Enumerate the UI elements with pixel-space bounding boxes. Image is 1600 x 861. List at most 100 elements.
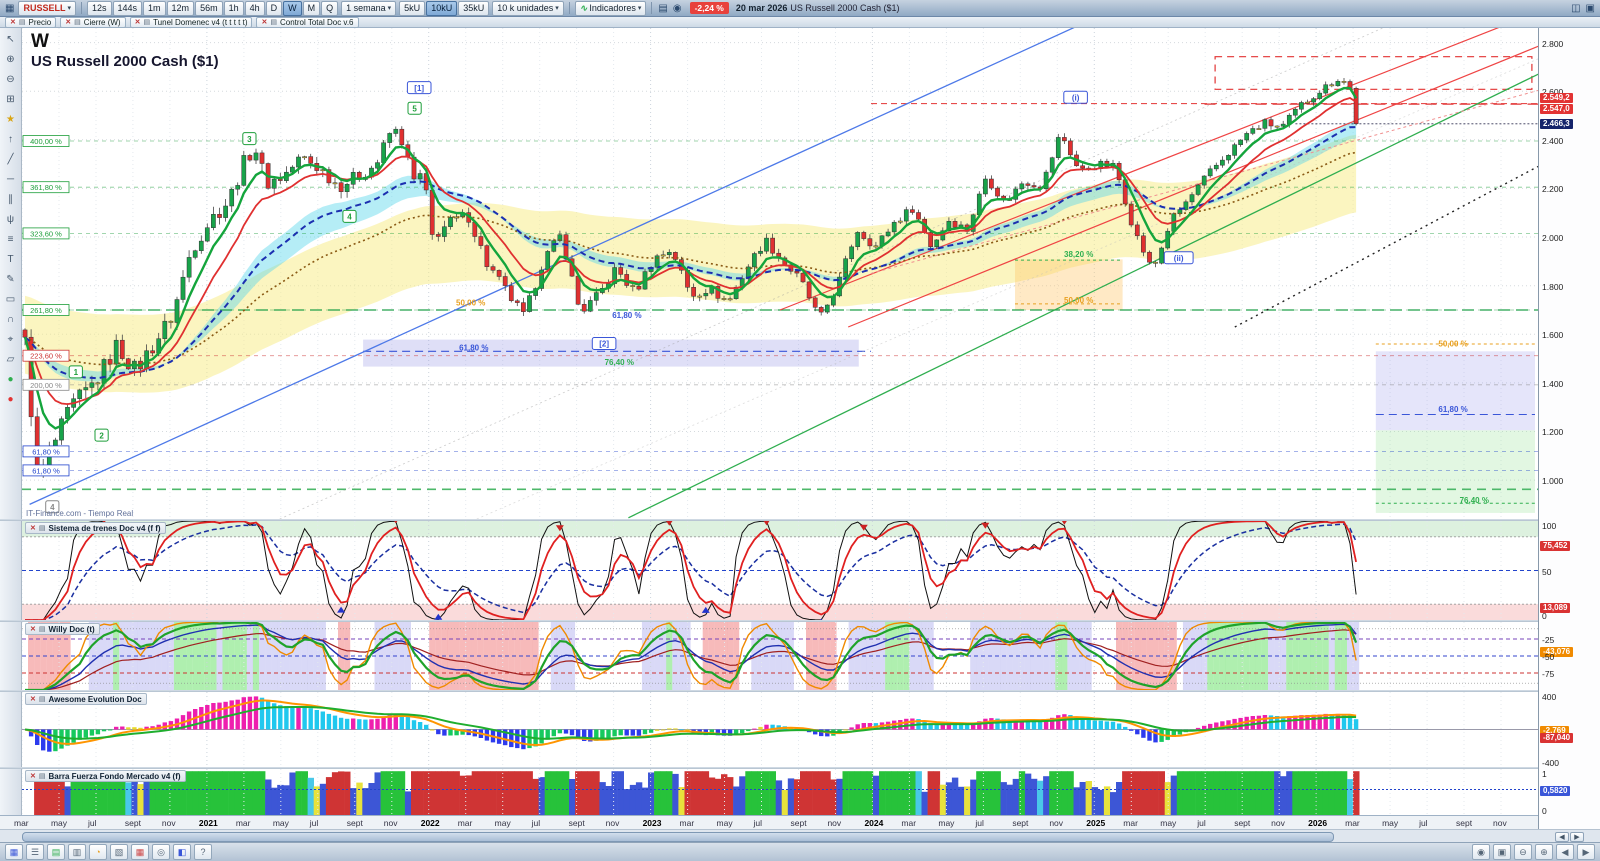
news-icon[interactable]: ▧ <box>110 844 128 860</box>
pencil-icon[interactable]: ✎ <box>6 274 15 285</box>
trendline-icon[interactable]: ╱ <box>7 154 14 165</box>
panel-splitter[interactable] <box>0 690 1600 692</box>
buy-marker-icon[interactable]: ● <box>7 374 14 385</box>
calendar-icon[interactable]: ▦ <box>131 844 149 860</box>
arc-icon[interactable]: ∩ <box>6 314 15 325</box>
snapshot-icon[interactable]: ◉ <box>1472 844 1490 860</box>
zoom-out-icon[interactable]: ⊖ <box>1514 844 1532 860</box>
target-icon[interactable]: ⌖ <box>7 334 14 345</box>
window-layout-icon[interactable]: ◫ <box>1571 2 1581 14</box>
timeframe-button-144s[interactable]: 144s <box>112 0 143 16</box>
shapes-icon[interactable]: ▭ <box>5 294 16 305</box>
timeframe-button-12m[interactable]: 12m <box>166 0 195 16</box>
indicator-panel-barra[interactable]: ✕ ▤ Barra Fuerza Fondo Mercado v4 (f) <box>22 769 1538 815</box>
close-icon[interactable]: ✕ <box>30 626 36 633</box>
panel-tab[interactable]: ✕ ▤ Awesome Evolution Doc <box>25 693 147 705</box>
close-icon[interactable]: ✕ <box>30 773 36 780</box>
object-button-2[interactable]: ✕ ▤ Tunel Domenec v4 (t t t t t) <box>129 16 253 28</box>
instrument-label: US Russell 2000 Cash ($1) <box>790 3 900 13</box>
favorites-icon[interactable]: ★ <box>6 114 15 125</box>
close-icon[interactable]: ✕ <box>134 19 141 26</box>
timeframe-button-56m[interactable]: 56m <box>195 0 223 16</box>
timeframe-button-1m[interactable]: 1m <box>143 0 166 16</box>
pan-icon[interactable]: ⊞ <box>6 94 15 105</box>
indicator-panel-willy[interactable]: ✕ ▤ Willy Doc (t) <box>22 622 1538 690</box>
indicators-button[interactable]: ∿ Indicadores ▾ <box>574 0 647 16</box>
panel-splitter[interactable] <box>0 767 1600 769</box>
timeframe-button-12s[interactable]: 12s <box>86 0 112 16</box>
time-axis-label: jul <box>1419 818 1428 828</box>
panel-splitter[interactable] <box>0 519 1600 521</box>
units-select[interactable]: 10 k unidades ▾ <box>492 0 564 16</box>
chart-icon[interactable]: ▤ <box>47 844 65 860</box>
timeframe-button-Q[interactable]: Q <box>321 0 339 16</box>
panel-splitter[interactable] <box>0 620 1600 622</box>
barra-plot[interactable] <box>22 769 1538 815</box>
timeframe-button-D[interactable]: D <box>265 0 283 16</box>
unit-button-5kU[interactable]: 5kU <box>399 0 426 16</box>
timeframe-button-4h[interactable]: 4h <box>244 0 265 16</box>
help-icon[interactable]: ? <box>194 844 212 860</box>
price-level-tag: 2.547,0 <box>1540 104 1573 115</box>
platform-icon[interactable]: ▦ <box>5 844 23 860</box>
north-arrow-icon[interactable]: ↑ <box>8 134 13 145</box>
pitchfork-icon[interactable]: ψ <box>6 214 15 225</box>
willy-plot[interactable] <box>22 622 1538 690</box>
price-axis[interactable]: 2.800 2.600 2.400 2.200 2.000 1.800 1.600 1.400… <box>1538 28 1600 829</box>
close-icon[interactable]: ✕ <box>10 19 16 26</box>
symbol-selector[interactable]: RUSSELL ▾ <box>18 0 76 16</box>
scanner-icon[interactable]: ◎ <box>152 844 170 860</box>
indicator-panel-trenes[interactable]: ✕ ▤ Sistema de trenes Doc v4 (f f) <box>22 521 1538 620</box>
indicator-axis-value: 0 <box>1542 611 1547 621</box>
trenes-plot[interactable] <box>22 521 1538 620</box>
zoom-in-icon[interactable]: ⊕ <box>1535 844 1553 860</box>
zoom-out-icon[interactable]: ⊖ <box>6 74 15 85</box>
close-icon[interactable]: ✕ <box>30 696 36 703</box>
timeframe-button-1h[interactable]: 1h <box>223 0 244 16</box>
unit-button-35kU[interactable]: 35kU <box>458 0 490 16</box>
horizontal-scrollbar[interactable]: ▶ ◀ <box>0 829 1600 842</box>
price-chart-plot[interactable]: 400,00 % 361,80 % 323,60 % 261,80 % 223,60 %… <box>22 28 1538 519</box>
scroll-left-arrow[interactable]: ◀ <box>1555 832 1569 842</box>
horizontal-line-icon[interactable]: ─ <box>6 174 15 185</box>
panel-tab[interactable]: ✕ ▤ Barra Fuerza Fondo Mercado v4 (f) <box>25 770 186 782</box>
object-button-3[interactable]: ✕ ▤ Control Total Doc v.6 <box>256 16 359 28</box>
scrollbar-thumb[interactable] <box>22 832 1334 842</box>
time-axis[interactable]: mar may jul sept nov 2021 mar may jul sept nov 2022… <box>0 815 1538 830</box>
print-icon[interactable]: ▣ <box>1493 844 1511 860</box>
close-icon[interactable]: ✕ <box>30 525 36 532</box>
object-button-1[interactable]: ✕ ▤ Cierre (W) <box>60 16 126 28</box>
unit-button-10kU[interactable]: 10kU <box>426 0 458 16</box>
price-chart-canvas[interactable]: 400,00 % 361,80 % 323,60 % 261,80 % 223,60 %… <box>22 28 1538 519</box>
timeframe-button-W[interactable]: W <box>283 0 302 16</box>
orders-icon[interactable]: ▥ <box>68 844 86 860</box>
scroll-right-icon[interactable]: ▶ <box>1577 844 1595 860</box>
close-icon[interactable]: ✕ <box>65 19 72 26</box>
channel-icon[interactable]: ∥ <box>8 194 13 205</box>
indicator-panel-awesome[interactable]: ✕ ▤ Awesome Evolution Doc <box>22 692 1538 767</box>
portfolio-icon[interactable]: ◧ <box>173 844 191 860</box>
fibonacci-icon[interactable]: ≡ <box>7 234 14 245</box>
indicator-axis-value: 50 <box>1542 566 1552 577</box>
time-axis-label: sept <box>1456 818 1473 828</box>
scroll-right-arrow[interactable]: ▶ <box>1570 832 1584 842</box>
object-button-0[interactable]: ✕ ▤ Precio <box>5 16 57 28</box>
scroll-left-icon[interactable]: ◀ <box>1556 844 1574 860</box>
camera-icon[interactable]: ◉ <box>672 2 682 14</box>
panel-tab[interactable]: ✕ ▤ Sistema de trenes Doc v4 (f f) <box>25 522 166 534</box>
awesome-plot[interactable] <box>22 692 1538 767</box>
sell-marker-icon[interactable]: ● <box>7 394 14 405</box>
timeframe-select[interactable]: 1 semana ▾ <box>341 0 397 16</box>
timeframe-button-M[interactable]: M <box>302 0 321 16</box>
chart-style-icon[interactable]: ▤ <box>658 2 668 14</box>
eraser-icon[interactable]: ▱ <box>6 354 15 365</box>
zoom-in-icon[interactable]: ⊕ <box>6 54 15 65</box>
list-icon[interactable]: ☰ <box>26 844 44 860</box>
indicator-axis-value: 100 <box>1542 521 1557 531</box>
alarm-icon[interactable]: ◔ <box>89 844 107 860</box>
text-icon[interactable]: T <box>7 254 14 265</box>
cursor-icon[interactable]: ↖ <box>6 34 15 45</box>
window-maximize-icon[interactable]: ▣ <box>1585 2 1595 14</box>
panel-tab[interactable]: ✕ ▤ Willy Doc (t) <box>25 623 100 635</box>
close-icon[interactable]: ✕ <box>261 19 268 26</box>
